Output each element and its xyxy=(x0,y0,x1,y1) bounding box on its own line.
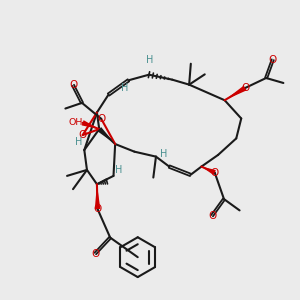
Text: H: H xyxy=(146,55,153,65)
Polygon shape xyxy=(82,120,99,129)
Polygon shape xyxy=(95,184,100,209)
Text: H: H xyxy=(160,149,167,159)
Text: H: H xyxy=(75,137,82,147)
Text: O: O xyxy=(94,204,102,214)
Text: O: O xyxy=(91,248,99,259)
Polygon shape xyxy=(225,85,247,100)
Text: H: H xyxy=(122,82,129,93)
Polygon shape xyxy=(201,167,216,175)
Text: O: O xyxy=(79,130,87,140)
Text: O: O xyxy=(211,168,219,178)
Text: OH: OH xyxy=(68,118,83,127)
Text: H: H xyxy=(115,165,122,175)
Text: O: O xyxy=(268,55,277,65)
Text: O: O xyxy=(241,83,249,93)
Text: O: O xyxy=(208,211,216,221)
Text: O: O xyxy=(97,114,105,124)
Text: O: O xyxy=(69,80,77,90)
Polygon shape xyxy=(97,127,115,144)
